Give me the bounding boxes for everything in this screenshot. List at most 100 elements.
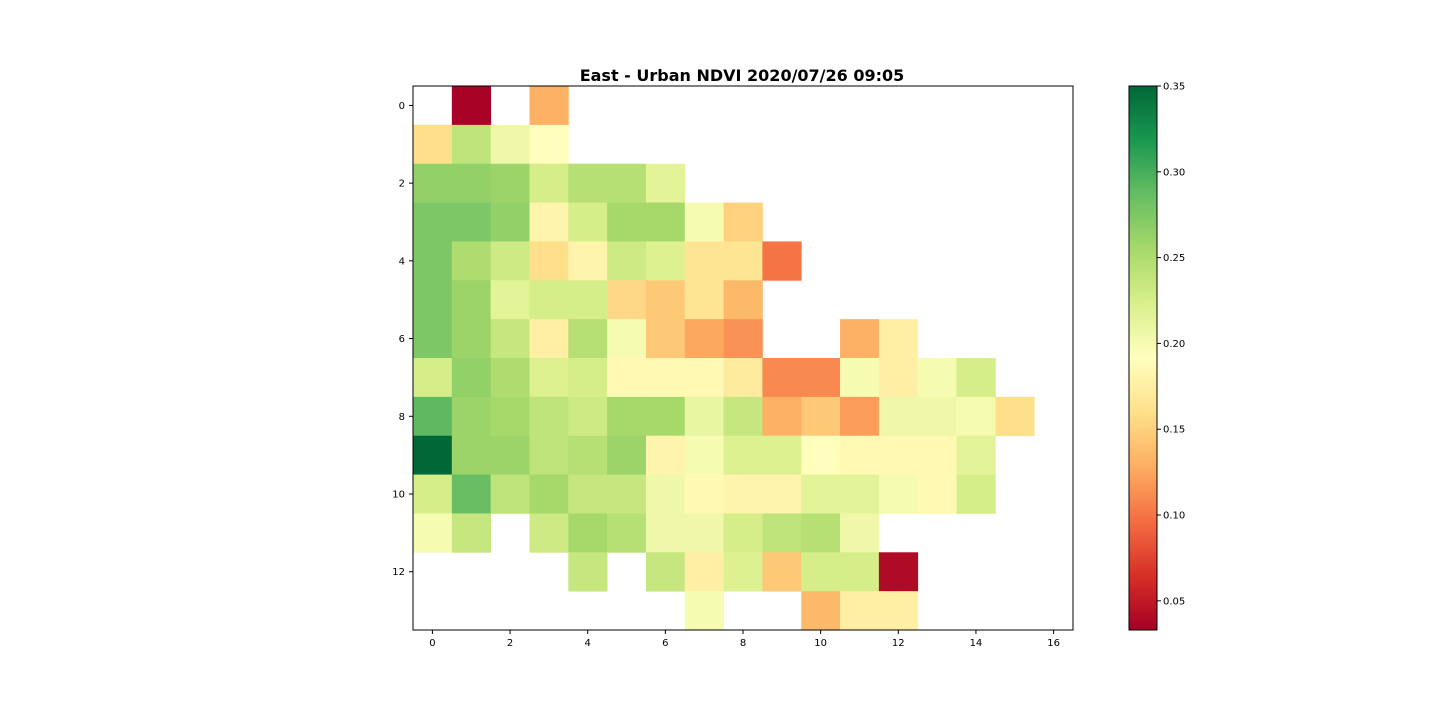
heatmap-cell [490,202,530,242]
heatmap-cell [723,396,763,437]
heatmap-cell [684,591,724,631]
heatmap-cell [568,396,608,437]
heatmap-cell [723,319,763,359]
heatmap-cell [684,513,724,553]
heatmap-cell [684,202,724,242]
heatmap-cell [956,358,996,398]
heatmap-cell [645,435,686,475]
heatmap-cells [413,86,1035,631]
x-axis: 0 2 4 6 8 10 12 14 16 [429,630,1060,649]
heatmap-cell [684,241,724,281]
heatmap-cell [723,435,763,475]
heatmap-cell [568,241,608,281]
heatmap-cell [451,202,492,242]
heatmap-cell [995,396,1035,437]
heatmap-cell [917,435,957,475]
y-tick-label: 4 [399,256,405,267]
heatmap-cell [607,474,647,514]
heatmap-cell [723,474,763,514]
heatmap-cell [762,396,802,437]
heatmap-cell [878,474,919,514]
colorbar-tick-label: 0.35 [1163,82,1185,93]
heatmap-cell [413,513,453,553]
heatmap-cell [801,358,841,398]
heatmap-cell [529,319,569,359]
heatmap-cell [413,396,453,437]
heatmap-cell [451,124,492,165]
heatmap-cell [762,513,802,553]
heatmap-cell [490,396,530,437]
heatmap-cell [568,358,608,398]
heatmap-cell [607,435,647,475]
heatmap-cell [451,435,492,475]
colorbar-tick-label: 0.15 [1163,425,1185,436]
heatmap-cell [645,552,686,592]
y-tick-label: 6 [399,334,405,345]
heatmap-cell [490,358,530,398]
x-tick-label: 2 [507,638,513,649]
heatmap-cell [840,474,880,514]
heatmap-cell [413,319,453,359]
heatmap-cell [762,358,802,398]
heatmap-cell [723,280,763,320]
heatmap-cell [568,319,608,359]
heatmap-cell [607,358,647,398]
heatmap-cell [645,202,686,242]
heatmap-cell [762,241,802,281]
heatmap-cell [645,163,686,203]
colorbar [1129,86,1157,630]
heatmap-cell [840,358,880,398]
heatmap-cell [762,474,802,514]
heatmap-cell [529,513,569,553]
heatmap-cell [451,163,492,203]
heatmap-cell [568,435,608,475]
y-tick-label: 2 [399,179,405,190]
heatmap-cell [451,358,492,398]
x-tick-label: 6 [662,638,668,649]
heatmap-cell [607,163,647,203]
heatmap-cell [762,435,802,475]
heatmap-cell [607,202,647,242]
heatmap-cell [529,280,569,320]
heatmap-cell [684,435,724,475]
heatmap-cell [490,241,530,281]
y-tick-label: 8 [399,412,405,423]
heatmap-cell [723,202,763,242]
heatmap-cell [878,435,919,475]
heatmap-cell [451,86,492,126]
heatmap-cell [917,474,957,514]
heatmap-cell [956,396,996,437]
heatmap-cell [607,513,647,553]
heatmap-cell [840,319,880,359]
heatmap-cell [413,202,453,242]
heatmap-cell [451,319,492,359]
heatmap-cell [568,163,608,203]
colorbar-tick-label: 0.05 [1163,596,1185,607]
colorbar-frame [1128,85,1158,631]
heatmap-cell [684,474,724,514]
heatmap-cell [645,241,686,281]
heatmap-cell [451,474,492,514]
heatmap-cell [413,280,453,320]
colorbar-tick-label: 0.25 [1163,253,1185,264]
heatmap-cell [723,513,763,553]
heatmap-cell [490,435,530,475]
heatmap-cell [956,435,996,475]
heatmap-cell [878,358,919,398]
heatmap-cell [413,474,453,514]
heatmap-cell [413,163,453,203]
heatmap-cell [490,474,530,514]
heatmap-cell [684,396,724,437]
heatmap-cell [413,358,453,398]
heatmap-cell [645,358,686,398]
heatmap-cell [840,396,880,437]
heatmap-cell [878,319,919,359]
x-tick-label: 10 [814,638,827,649]
heatmap-cell [684,358,724,398]
heatmap-cell [723,358,763,398]
heatmap-cell [529,86,569,126]
heatmap-cell [684,280,724,320]
y-tick-label: 10 [392,490,405,501]
